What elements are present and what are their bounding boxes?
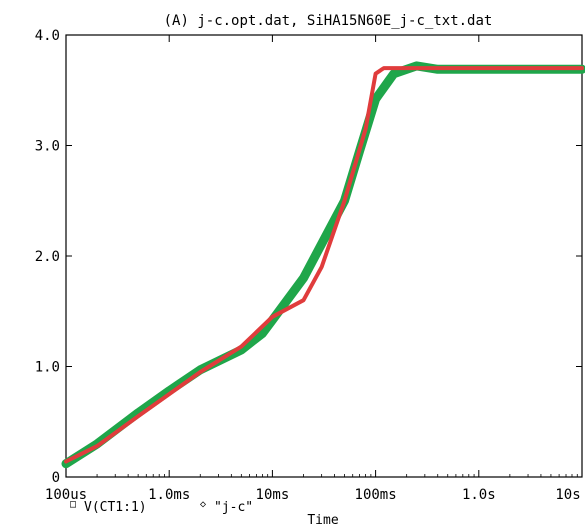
y-tick-label: 0 [52, 470, 60, 486]
legend-marker-0: □ [70, 499, 76, 510]
x-tick-label: 10ms [256, 487, 290, 503]
y-tick-label: 3.0 [35, 139, 60, 155]
x-tick-label: 100ms [355, 487, 397, 503]
series-layer [61, 61, 585, 469]
chart-title: (A) j-c.opt.dat, SiHA15N60E_j-c_txt.dat [164, 13, 493, 29]
y-tick-label: 2.0 [35, 249, 60, 265]
y-tick-label: 1.0 [35, 360, 60, 376]
legend-label-0: V(CT1:1) [84, 500, 147, 515]
x-tick-label: 1.0ms [148, 487, 190, 503]
y-tick-label: 4.0 [35, 28, 60, 44]
series-line-1 [64, 66, 584, 464]
x-axis-label: Time [307, 513, 338, 525]
legend: □ V(CT1:1) ◇ "j-c" [70, 499, 253, 515]
y-axis: 0 1.0 2.0 3.0 4.0 [35, 28, 582, 486]
x-tick-label: 100us [45, 487, 87, 503]
x-tick-label: 10s [555, 487, 580, 503]
x-tick-label: 1.0s [462, 487, 496, 503]
legend-label-1: "j-c" [214, 500, 253, 515]
legend-marker-1: ◇ [200, 499, 206, 510]
x-axis: 100us 1.0ms 10ms 100ms 1.0s 10s [45, 35, 583, 503]
